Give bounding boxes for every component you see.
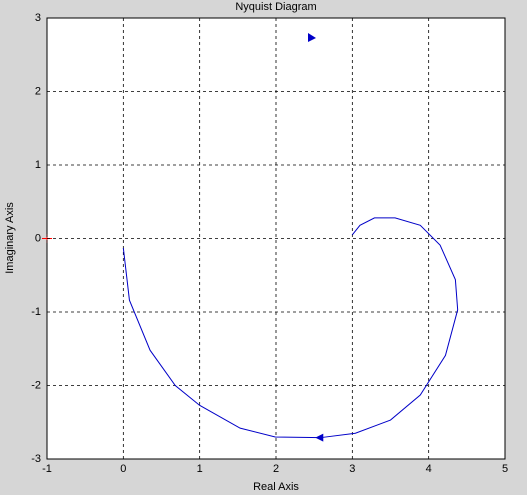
y-tick-label: 3 [35, 12, 41, 24]
x-tick-label: 2 [273, 463, 279, 475]
x-axis-label: Real Axis [253, 481, 299, 493]
x-tick-label: 0 [120, 463, 126, 475]
y-tick-label: -3 [31, 453, 41, 465]
y-axis-label: Imaginary Axis [4, 202, 16, 274]
chart-title: Nyquist Diagram [235, 1, 316, 13]
direction-arrow [308, 33, 316, 42]
direction-arrow [315, 433, 324, 442]
x-tick-label: 5 [502, 463, 508, 475]
y-tick-label: 1 [35, 159, 41, 171]
y-tick-label: 2 [35, 85, 41, 97]
y-tick-label: 0 [35, 232, 41, 244]
x-tick-label: 3 [349, 463, 355, 475]
x-tick-label: 4 [426, 463, 432, 475]
y-tick-label: -2 [31, 379, 41, 391]
y-tick-label: -1 [31, 306, 41, 318]
x-tick-label: -1 [42, 463, 52, 475]
nyquist-curve [122, 217, 459, 439]
x-tick-label: 1 [197, 463, 203, 475]
